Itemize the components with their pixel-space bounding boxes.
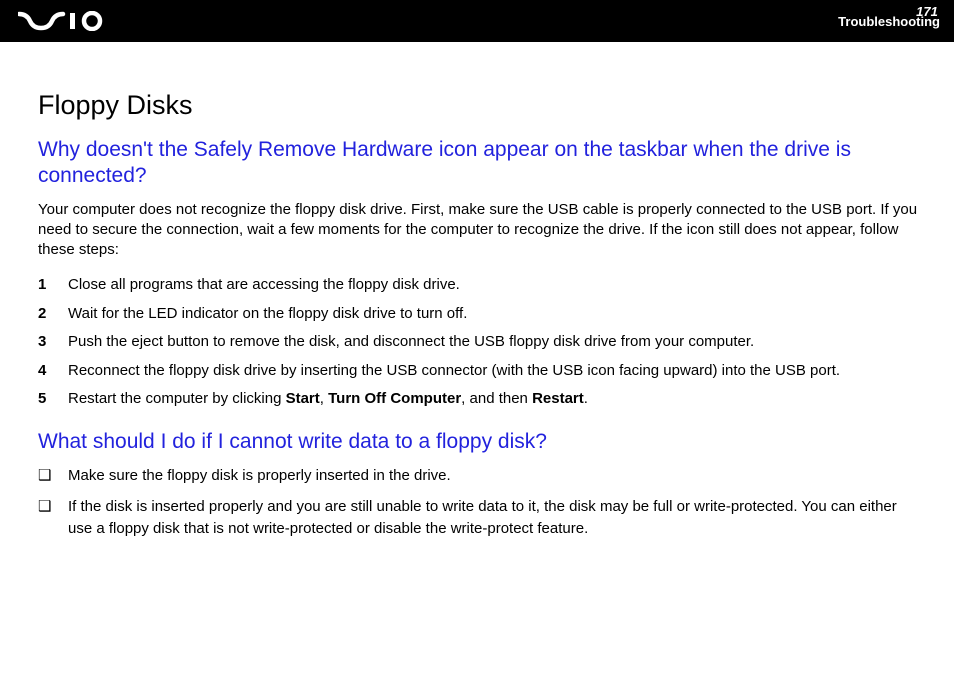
content-area: Floppy Disks Why doesn't the Safely Remo… xyxy=(0,42,954,541)
step-item: 4 Reconnect the floppy disk drive by ins… xyxy=(38,360,920,383)
bullet-icon: ❑ xyxy=(38,465,54,488)
question-1-intro: Your computer does not recognize the flo… xyxy=(38,200,920,261)
list-item: ❑ Make sure the floppy disk is properly … xyxy=(38,465,920,488)
step-number: 3 xyxy=(38,331,52,354)
step5-bold-start: Start xyxy=(286,390,320,407)
step5-bold-restart: Restart xyxy=(532,390,584,407)
step-text: Reconnect the floppy disk drive by inser… xyxy=(68,360,840,383)
bullet-list: ❑ Make sure the floppy disk is properly … xyxy=(38,465,920,541)
step-item: 1 Close all programs that are accessing … xyxy=(38,274,920,297)
page-title: Floppy Disks xyxy=(38,90,920,121)
step5-sep2: , and then xyxy=(461,390,532,407)
bullet-icon: ❑ xyxy=(38,496,54,541)
list-item: ❑ If the disk is inserted properly and y… xyxy=(38,496,920,541)
header-right: 171 Troubleshooting xyxy=(838,12,940,29)
step-item: 3 Push the eject button to remove the di… xyxy=(38,331,920,354)
header-bar: 171 Troubleshooting xyxy=(0,0,954,42)
document-page: 171 Troubleshooting Floppy Disks Why doe… xyxy=(0,0,954,674)
bullet-text: If the disk is inserted properly and you… xyxy=(68,496,920,541)
step5-prefix: Restart the computer by clicking xyxy=(68,390,286,407)
step-number: 1 xyxy=(38,274,52,297)
step-text: Wait for the LED indicator on the floppy… xyxy=(68,303,467,326)
step5-suffix: . xyxy=(584,390,588,407)
bullet-text: Make sure the floppy disk is properly in… xyxy=(68,465,451,488)
step-number: 4 xyxy=(38,360,52,383)
question-2-heading: What should I do if I cannot write data … xyxy=(38,429,920,455)
step-text: Close all programs that are accessing th… xyxy=(68,274,460,297)
step-item: 2 Wait for the LED indicator on the flop… xyxy=(38,303,920,326)
vaio-logo xyxy=(18,11,118,31)
step5-bold-turnoff: Turn Off Computer xyxy=(328,390,461,407)
steps-list: 1 Close all programs that are accessing … xyxy=(38,274,920,411)
step-item: 5 Restart the computer by clicking Start… xyxy=(38,388,920,411)
step-text: Push the eject button to remove the disk… xyxy=(68,331,754,354)
step-number: 2 xyxy=(38,303,52,326)
step5-sep1: , xyxy=(320,390,328,407)
step-text: Restart the computer by clicking Start , … xyxy=(68,388,588,411)
question-1-heading: Why doesn't the Safely Remove Hardware i… xyxy=(38,137,920,190)
step-number: 5 xyxy=(38,388,52,411)
vaio-logo-svg xyxy=(18,11,118,31)
page-number: 171 xyxy=(914,4,940,19)
